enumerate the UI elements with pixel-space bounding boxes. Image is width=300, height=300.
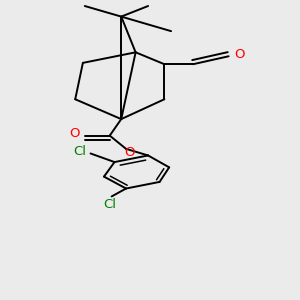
Text: Cl: Cl xyxy=(103,198,116,211)
Text: Cl: Cl xyxy=(74,145,86,158)
Text: O: O xyxy=(234,48,244,61)
Text: O: O xyxy=(124,146,135,159)
Text: O: O xyxy=(69,127,80,140)
